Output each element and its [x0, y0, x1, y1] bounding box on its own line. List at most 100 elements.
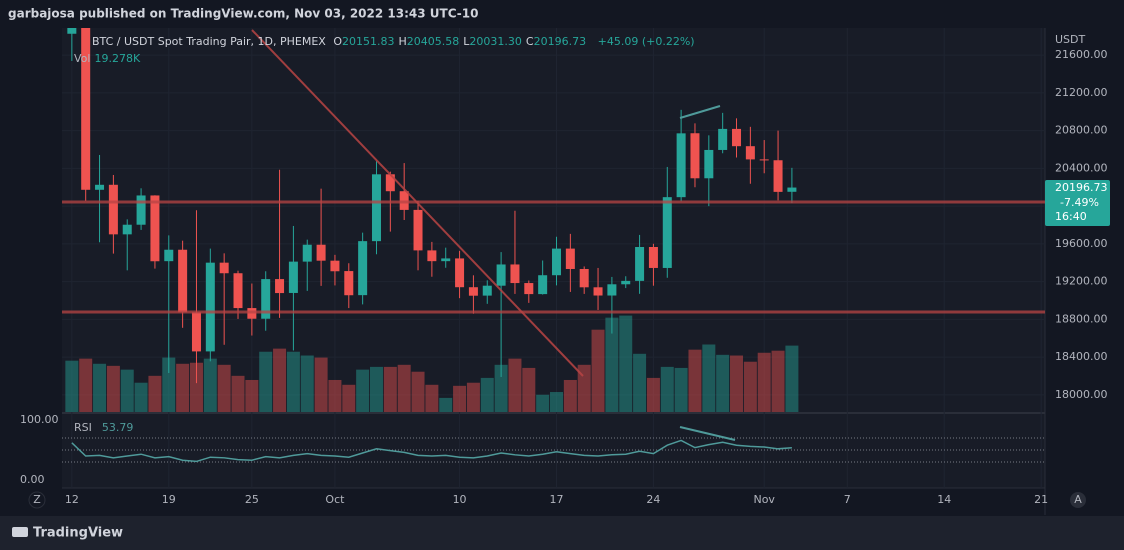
x-tick-label: 12 [65, 493, 79, 506]
candle-body [219, 262, 229, 274]
candle-body [496, 264, 506, 286]
volume-bar [688, 349, 702, 412]
rsi-line [71, 439, 792, 463]
candle-body [732, 128, 742, 147]
x-tick-label: 25 [245, 493, 259, 506]
scale-button-label[interactable]: A [1074, 493, 1082, 506]
change: +45.09 (+0.22%) [597, 35, 695, 48]
volume-bar [106, 365, 120, 412]
candle-body [648, 246, 658, 268]
x-tick-label: 7 [844, 493, 851, 506]
ohlc-value: 20196.73 [533, 35, 587, 48]
symbol: BTC / USDT Spot Trading Pair, 1D, PHEMEX [92, 35, 326, 48]
candle-body [67, 28, 77, 34]
volume-bar [79, 358, 93, 412]
ohlc-key: C [525, 35, 534, 48]
candle-body [551, 248, 562, 276]
volume-bar [286, 351, 300, 412]
volume-bar [120, 369, 134, 412]
x-tick-label: Oct [325, 493, 345, 506]
volume-bar [176, 363, 190, 412]
drawings [62, 29, 1045, 377]
candle-body [468, 287, 478, 296]
volume-bar [314, 357, 328, 412]
volume-bar [453, 385, 467, 412]
ohlc-key: L [463, 35, 470, 48]
candle-body [427, 250, 437, 262]
y-tick-label: 18400.00 [1055, 350, 1108, 363]
last-price-badge [1045, 180, 1110, 226]
candle-body [358, 241, 368, 296]
x-tick-label: 17 [550, 493, 564, 506]
candle-body [621, 280, 631, 285]
candle-body [81, 28, 91, 190]
scale-button[interactable] [1070, 492, 1086, 508]
volume-bar [148, 375, 162, 412]
volume-bar [162, 357, 176, 412]
volume-bar [480, 377, 494, 412]
x-tick-label: 14 [937, 493, 951, 506]
candle-body [579, 268, 589, 288]
candle-body [205, 262, 215, 352]
volume-bar [591, 329, 605, 412]
candle-body [718, 128, 728, 150]
candle-body [441, 258, 451, 262]
y-tick-label: 21600.00 [1055, 48, 1108, 61]
ohlc-value: 20405.58 [406, 35, 460, 48]
footer [0, 516, 1124, 550]
candle-body [330, 260, 340, 272]
rsi-tick-label: 100.00 [20, 413, 59, 426]
candle-body [704, 149, 714, 179]
candle-body [150, 195, 160, 262]
volume-bar [563, 379, 577, 412]
candle-body [275, 279, 285, 294]
volume-bar [577, 364, 591, 412]
ohlc-key: O [333, 35, 342, 48]
volume-bar [300, 355, 314, 412]
volume-bar [245, 379, 259, 412]
volume-bar [633, 353, 647, 412]
scale-button-label[interactable]: Z [33, 493, 41, 506]
volume-bar [549, 392, 564, 412]
candle-body [676, 133, 686, 198]
volume-legend: Vol 19.278K [74, 52, 144, 65]
downtrend-line [251, 29, 584, 377]
volume-bar [397, 364, 411, 412]
badge-change: -7.49% [1060, 196, 1099, 209]
y-tick-label: 20400.00 [1055, 161, 1108, 174]
y-tick-label: 18000.00 [1055, 388, 1108, 401]
candle-body [233, 273, 243, 309]
volume-bar [646, 377, 660, 412]
volume-bar [674, 367, 688, 412]
volume-bar [466, 382, 480, 412]
rsi-legend: RSI 53.79 [74, 421, 137, 434]
y-tick-label: 18800.00 [1055, 312, 1108, 325]
candle-body [261, 279, 271, 319]
volume-bar [328, 379, 342, 412]
candle-body [455, 258, 465, 288]
scale-button[interactable] [28, 491, 46, 509]
rsi-tick-label: 0.00 [20, 473, 45, 486]
brand-logo [12, 527, 28, 537]
volume-bar [189, 362, 203, 412]
symbol-legend: BTC / USDT Spot Trading Pair, 1D, PHEMEX… [92, 35, 699, 48]
candle-body [302, 244, 312, 262]
volume-bar [369, 366, 383, 412]
candle-body [108, 184, 118, 235]
volume-bar [203, 358, 217, 412]
candle-body [371, 174, 381, 242]
candle-body [565, 248, 575, 269]
y-tick-label: 20800.00 [1055, 124, 1108, 137]
candle-body [635, 246, 645, 281]
volume-bar [702, 344, 716, 412]
candle-body [385, 174, 395, 192]
volume-bar [65, 360, 79, 412]
ohlc-value: 20031.30 [469, 35, 522, 48]
volume-bar [342, 384, 356, 412]
y-tick-label: 21200.00 [1055, 86, 1108, 99]
candle-body [164, 249, 174, 262]
x-tick-label: 21 [1034, 493, 1048, 506]
y-tick-label: 19600.00 [1055, 237, 1108, 250]
candle-body [136, 195, 146, 225]
